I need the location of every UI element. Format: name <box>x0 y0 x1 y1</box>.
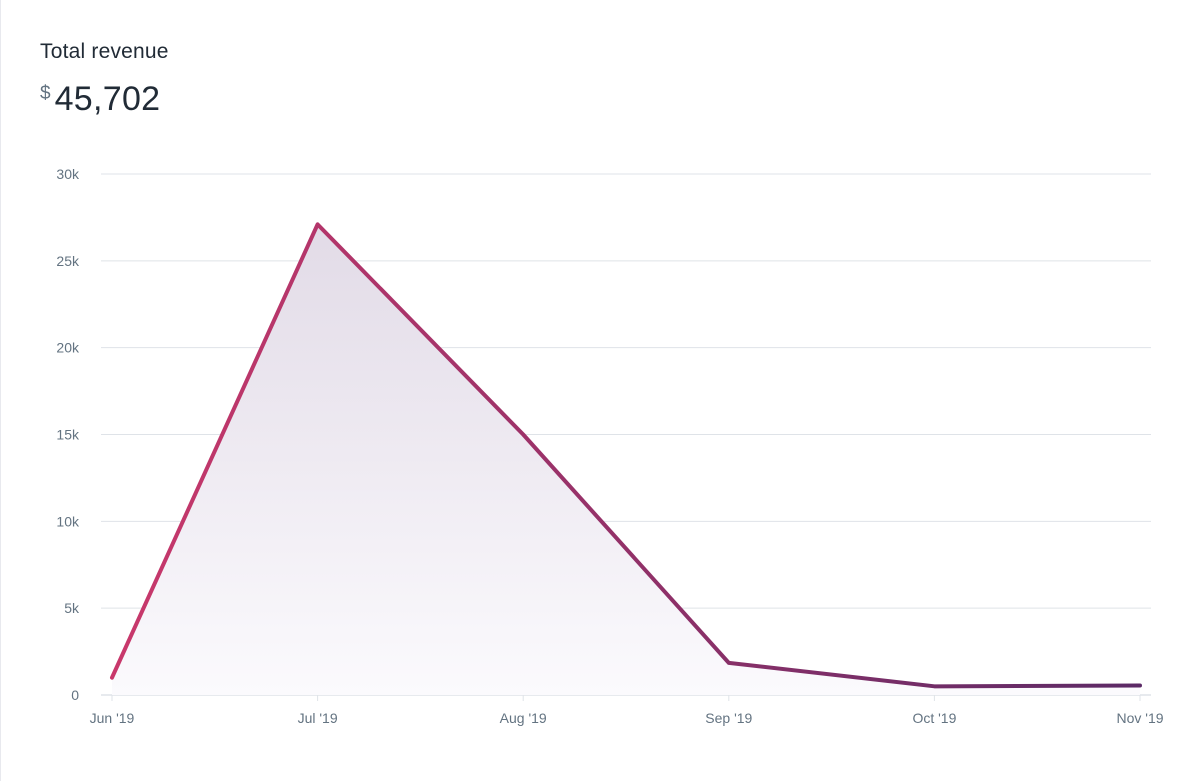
data-point-3 <box>520 432 526 438</box>
total-revenue-value: $ 45,702 <box>40 80 160 119</box>
y-tick-label: 25k <box>56 253 80 269</box>
y-axis: 0 5k 10k 15k 20k 25k 30k <box>56 166 80 703</box>
data-point-1 <box>109 675 115 681</box>
currency-symbol: $ <box>40 83 51 104</box>
card-title: Total revenue <box>40 40 169 63</box>
total-amount: 45,702 <box>54 80 161 118</box>
x-axis: Jun '19 Jul '19 Aug '19 Sep '19 Oct '19 Nov '… <box>90 694 1164 726</box>
revenue-series <box>109 221 1143 695</box>
data-point-6 <box>1137 682 1143 688</box>
x-tick-label: Aug '19 <box>500 710 547 726</box>
data-point-5 <box>931 683 937 689</box>
x-tick-label: Sep '19 <box>705 710 752 726</box>
y-tick-label: 5k <box>64 600 80 616</box>
x-tick-label: Jul '19 <box>298 710 338 726</box>
y-tick-label: 0 <box>71 687 79 703</box>
x-tick-label: Jun '19 <box>90 710 135 726</box>
x-tick-label: Oct '19 <box>912 710 956 726</box>
y-tick-label: 30k <box>56 166 80 182</box>
y-tick-label: 20k <box>56 340 80 356</box>
revenue-area <box>112 224 1140 695</box>
data-point-2 <box>315 221 321 227</box>
y-tick-label: 10k <box>56 513 80 529</box>
revenue-line <box>110 222 1142 689</box>
data-point-4 <box>726 660 732 666</box>
y-tick-label: 15k <box>56 427 80 443</box>
x-tick-label: Nov '19 <box>1116 710 1163 726</box>
